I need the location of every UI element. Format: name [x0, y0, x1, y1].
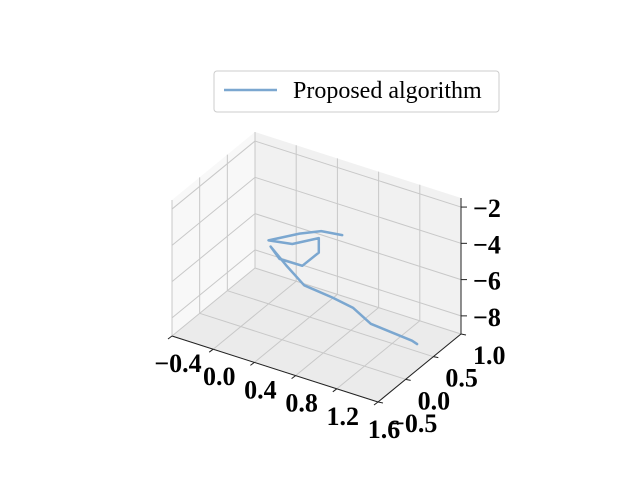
- y-axis-line: [377, 333, 462, 403]
- axis-lines: [167, 198, 467, 406]
- series-layer: [267, 229, 419, 346]
- y-tick-label: −0.5: [390, 409, 437, 438]
- x-floor-gridline: [212, 280, 297, 350]
- x-tick-label: 0.4: [244, 375, 277, 404]
- y-floor-gridline: [227, 290, 434, 358]
- x-tick-mark: [332, 388, 338, 393]
- x-tick-mark: [250, 361, 255, 366]
- y-floor-gridline: [254, 267, 462, 335]
- z-tick-label: −8: [473, 303, 501, 332]
- z-back-gridline: [254, 176, 462, 244]
- x-tick-label: 1.6: [368, 415, 401, 444]
- floor-pane: [172, 268, 461, 402]
- z-tick-label: −4: [473, 230, 501, 259]
- legend-box: [213, 70, 500, 113]
- y-tick-label: 1.0: [473, 341, 506, 370]
- legend: Proposed algorithm: [213, 70, 500, 113]
- x-tick-mark: [208, 348, 214, 353]
- y-floor-gridline: [199, 312, 406, 380]
- x-tick-label: 0.8: [285, 389, 318, 418]
- z-left-gridline: [171, 176, 256, 246]
- z-tick-label: −2: [473, 194, 501, 223]
- y-tick-mark: [433, 356, 439, 359]
- x-floor-gridline: [171, 267, 256, 337]
- z-left-gridline: [171, 140, 256, 210]
- z-left-gridline: [171, 249, 256, 319]
- x-floor-gridline: [254, 294, 338, 363]
- z-tick-label: −6: [473, 267, 501, 296]
- x-tick-label: −0.4: [154, 349, 201, 378]
- x-floor-gridline: [336, 320, 421, 390]
- back-wall-pane: [255, 132, 461, 334]
- tick-labels: −0.4 0.0 0.4 0.8 1.2 1.6−0.50.00.51.0−8−6−4−2: [154, 194, 505, 444]
- z-back-gridline: [254, 140, 462, 208]
- z-left-gridline: [171, 213, 256, 282]
- y-tick-mark: [405, 378, 411, 381]
- legend-label: Proposed algorithm: [293, 78, 482, 104]
- y-tick-label: 0.5: [445, 364, 478, 393]
- z-back-gridline: [254, 213, 462, 281]
- x-tick-mark: [291, 375, 296, 380]
- x-tick-mark: [373, 401, 379, 406]
- y-tick-mark: [460, 333, 467, 336]
- x-tick-label: 0.0: [203, 362, 236, 391]
- x-axis-line: [171, 335, 379, 403]
- x-tick-label: 1.2: [327, 402, 360, 431]
- x-tick-mark: [167, 335, 173, 340]
- series-line: [267, 229, 419, 346]
- y-tick-label: 0.0: [418, 386, 451, 415]
- y-tick-mark: [377, 401, 384, 404]
